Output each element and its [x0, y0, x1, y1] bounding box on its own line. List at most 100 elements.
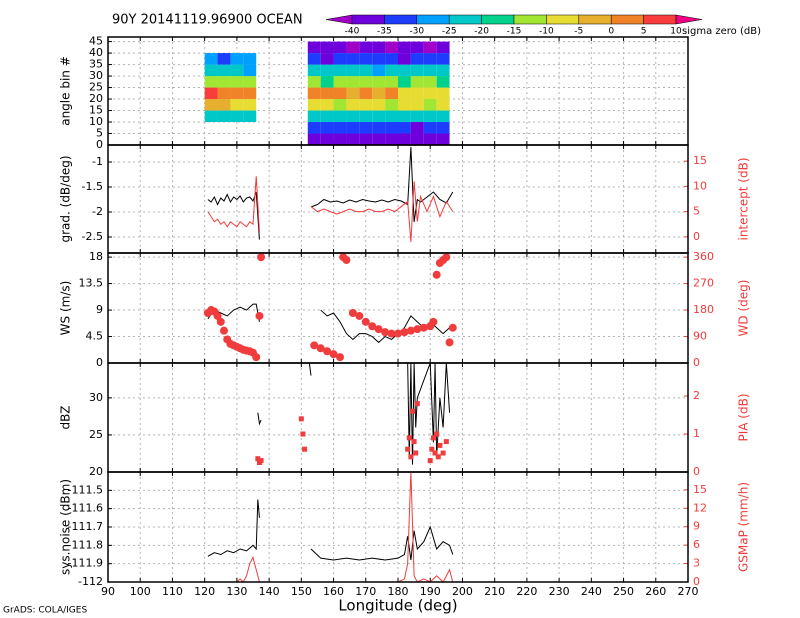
x-tick-label: 210: [484, 585, 505, 598]
data-point: [406, 326, 415, 335]
heatmap-cell: [320, 122, 334, 134]
heatmap-cell: [359, 99, 373, 111]
heatmap-cell: [204, 53, 218, 65]
colorbar-segment: [643, 14, 677, 25]
colorbar-end: [675, 14, 703, 25]
heatmap-cell: [217, 76, 231, 88]
plot-area: [207, 472, 454, 582]
heatmap-cell: [410, 64, 424, 77]
heatmap-cell: [359, 41, 373, 54]
y-tick-label: -2.5: [82, 230, 103, 243]
colorbar-tick-label: -35: [377, 27, 392, 37]
data-line: [257, 363, 451, 465]
data-point: [298, 416, 304, 422]
heatmap-cell: [423, 87, 437, 100]
heatmap-cell: [410, 122, 424, 134]
heatmap-cell: [346, 87, 360, 100]
x-tick-label: 160: [323, 585, 344, 598]
heatmap-cell: [385, 41, 398, 54]
heatmap-cell: [398, 53, 411, 65]
heatmap-cell: [398, 76, 411, 88]
heatmap-cell: [204, 64, 218, 77]
y-tick-label: -1.5: [82, 180, 103, 193]
y-tick-label: -2: [92, 205, 103, 218]
colorbar-segment: [481, 14, 515, 25]
heatmap-cell: [320, 110, 334, 123]
y2-tick-label: 9: [693, 520, 700, 533]
heatmap-cell: [346, 76, 360, 88]
data-point: [329, 350, 338, 359]
x-axis-label: Longitude (deg): [338, 597, 457, 615]
y2-axis-label: intercept (dB): [737, 157, 751, 240]
heatmap-cell: [398, 122, 411, 134]
y-tick-label: -111.7: [68, 520, 103, 533]
y2-tick-label: 0: [693, 356, 700, 369]
data-point: [414, 401, 420, 407]
data-point: [400, 328, 409, 337]
heatmap-cell: [423, 133, 437, 145]
data-point: [445, 338, 454, 347]
y2-tick-label: 90: [693, 330, 707, 343]
y2-tick-label: 15: [693, 154, 707, 167]
heatmap-cell: [436, 122, 450, 134]
data-point: [316, 344, 325, 353]
x-tick-label: 180: [388, 585, 409, 598]
data-point: [406, 435, 412, 441]
heatmap-cell: [217, 87, 231, 100]
heatmap-cell: [423, 53, 437, 65]
data-point: [381, 328, 390, 337]
heatmap-cell: [385, 87, 398, 100]
heatmap-cell: [436, 76, 450, 88]
heatmap-cell: [243, 99, 257, 111]
y2-tick-label: 1: [693, 427, 700, 440]
data-point: [429, 317, 438, 326]
heatmap-cell: [307, 53, 321, 65]
colorbar-tick-label: -25: [442, 27, 457, 37]
data-point: [432, 270, 441, 279]
heatmap-cell: [333, 122, 347, 134]
x-tick-label: 240: [581, 585, 602, 598]
heatmap-cell: [243, 76, 257, 88]
heatmap-cell: [217, 99, 231, 111]
y-tick-label: 30: [89, 391, 103, 404]
heatmap-cell: [385, 76, 398, 88]
data-point: [437, 442, 443, 448]
y-tick-label: 25: [89, 428, 103, 441]
data-point: [361, 317, 370, 326]
colorbar-tick-label: -15: [507, 27, 522, 37]
data-point: [220, 326, 228, 335]
data-point: [342, 256, 351, 265]
colorbar-segment: [448, 14, 482, 25]
heatmap-cell: [333, 133, 347, 145]
y2-tick-label: 6: [693, 538, 700, 551]
heatmap-cell: [333, 76, 347, 88]
heatmap-cell: [436, 53, 450, 65]
y2-tick-label: 360: [693, 250, 714, 263]
heatmap-cell: [346, 53, 360, 65]
heatmap-cell: [333, 41, 347, 54]
colorbar-tick-label: 5: [641, 27, 647, 37]
colorbar-label: sigma zero (dB): [682, 26, 761, 37]
y2-tick-label: 15: [693, 483, 707, 496]
heatmap-cell: [346, 99, 360, 111]
heatmap-cell: [372, 64, 386, 77]
data-point: [374, 325, 383, 334]
heatmap-cell: [398, 99, 411, 111]
y2-tick-label: 3: [693, 557, 700, 570]
heatmap-cell: [230, 110, 244, 123]
data-point: [448, 323, 457, 332]
heatmap-cell: [398, 64, 411, 77]
colorbar-tick-label: -40: [345, 27, 360, 37]
y-axis-label: dBZ: [59, 405, 73, 429]
heatmap-cell: [204, 110, 218, 123]
y-axis-label: sys.noise (dBm): [59, 479, 73, 575]
y2-tick-label: 12: [693, 501, 707, 514]
heatmap-cell: [230, 53, 244, 65]
y-tick-label: 20: [89, 465, 103, 478]
y-tick-label: 0: [96, 356, 103, 369]
heatmap-cell: [217, 64, 231, 77]
colorbar-tick-label: 0: [608, 27, 614, 37]
heatmap-cell: [398, 87, 411, 100]
data-point: [255, 456, 261, 462]
